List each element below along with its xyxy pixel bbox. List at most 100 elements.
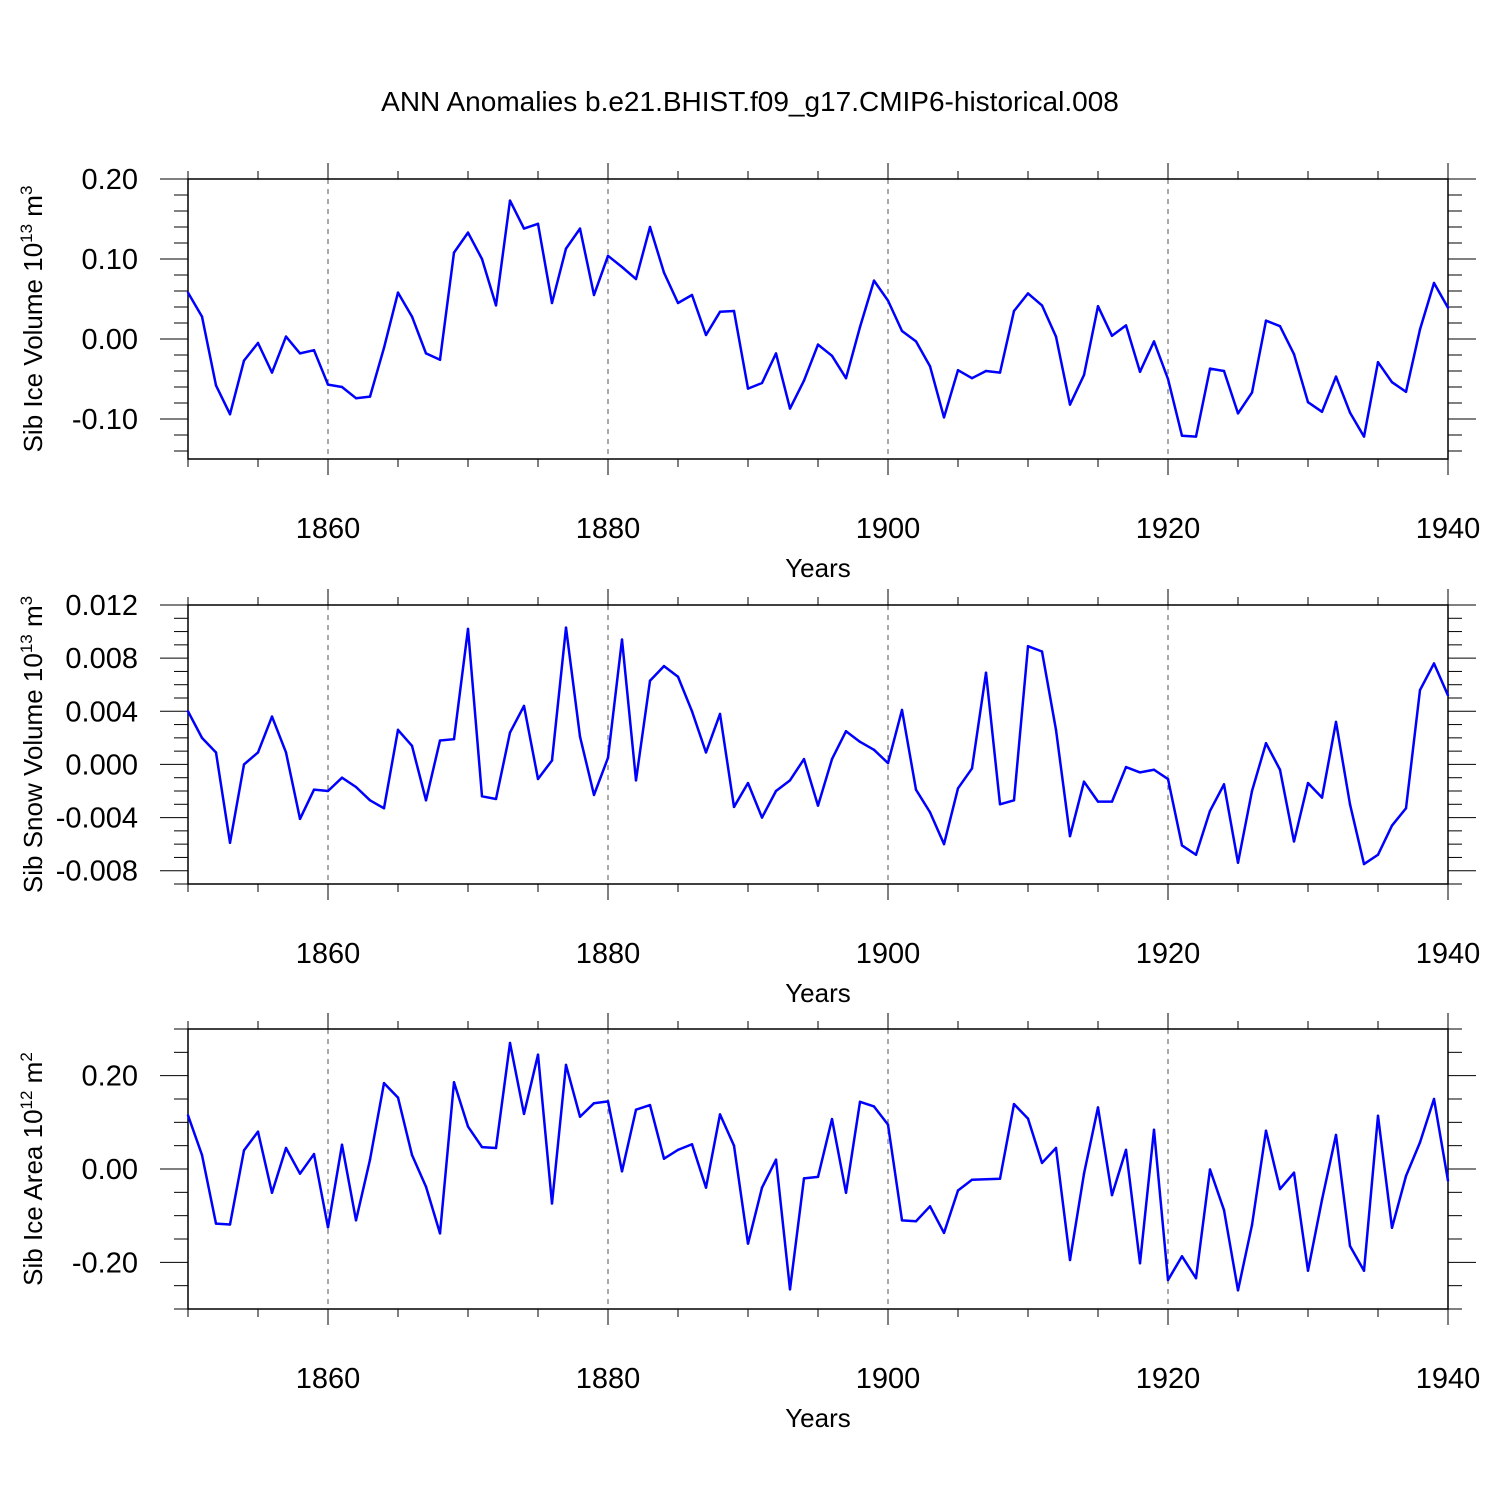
snow-volume-point-1911 [1040,650,1044,653]
ice-volume-point-1897 [844,377,848,380]
snow-volume-point-1860 [326,789,330,793]
snow-volume-point-1933 [1348,803,1352,806]
ice-volume-point-1929 [1292,353,1296,356]
snow-volume-point-1890 [746,781,750,785]
snow-volume-point-1901 [900,708,904,712]
ice-area-plot-frame [187,1028,1449,1310]
ice-area-point-1886 [690,1143,694,1146]
ytick-label--0.004: -0.004 [56,803,138,835]
snow-volume-point-1917 [1124,765,1128,769]
ice-area-point-1932 [1334,1133,1338,1137]
ice-area-point-1851 [200,1153,204,1157]
ice-area-point-1920 [1166,1278,1170,1282]
xtick-label-1920: 1920 [1136,938,1201,970]
snow-volume-point-1913 [1068,834,1072,838]
ice-area-point-1871 [480,1145,484,1149]
snow-volume-point-1899 [872,748,876,752]
snow-volume-point-1883 [648,679,652,682]
ice-area-point-1872 [494,1146,498,1150]
ice-area-point-1896 [830,1117,834,1121]
ice-volume-point-1891 [760,381,764,385]
ice-volume-point-1913 [1068,403,1072,406]
ice-area-point-1918 [1138,1262,1142,1265]
ytick-label-0.00: 0.00 [82,1154,138,1186]
ice-area-point-1878 [578,1115,582,1118]
snow-volume-series-line [186,626,1450,866]
ice-volume-point-1867 [424,352,428,355]
ice-volume-point-1859 [312,349,316,352]
snow-volume-point-1881 [620,638,624,641]
ice-volume-point-1882 [634,277,638,281]
ice-area-point-1855 [256,1130,260,1133]
ice-volume-point-1940 [1446,306,1450,309]
snow-volume-point-1920 [1166,777,1170,781]
snow-volume-point-1887 [704,751,708,754]
ice-area-point-1863 [368,1158,372,1161]
ice-volume-point-1898 [858,325,862,329]
ytick-label--0.10: -0.10 [72,404,138,436]
ice-volume-point-1933 [1348,411,1352,414]
snow-volume-point-1939 [1432,662,1436,665]
ice-volume-point-1875 [536,222,540,225]
ytick-label-0.004: 0.004 [65,696,138,728]
ytick-label-0.00: 0.00 [82,324,138,356]
ice-volume-point-1938 [1418,328,1422,331]
ice-volume-point-1937 [1404,390,1408,393]
ice-volume-plot-frame [187,178,1449,460]
ice-volume-point-1853 [228,413,232,416]
snow-volume-point-1926 [1250,789,1254,793]
ice-area-point-1850 [186,1114,190,1117]
xtick-label-1880: 1880 [576,1363,641,1395]
ice-volume-point-1905 [956,369,960,372]
ice-volume-point-1926 [1250,391,1254,394]
snow-volume-point-1930 [1306,781,1310,785]
snow-volume-point-1907 [984,671,988,674]
snow-volume-point-1938 [1418,688,1422,692]
ice-volume-point-1902 [914,340,918,343]
ice-area-point-1919 [1152,1128,1156,1132]
snow-volume-point-1851 [200,736,204,740]
snow-volume-point-1850 [186,710,190,713]
ice-area-point-1903 [928,1205,932,1208]
ice-volume-point-1880 [606,254,610,257]
ice-volume-point-1866 [410,315,414,318]
ice-area-point-1870 [466,1125,470,1128]
ice-volume-point-1879 [592,293,596,297]
ice-volume-point-1889 [732,309,736,313]
ice-volume-point-1865 [396,291,400,294]
snow-volume-point-1855 [256,751,260,754]
ice-area-point-1907 [984,1178,988,1181]
snow-volume-point-1931 [1320,796,1324,799]
ice-area-series-line [186,1041,1450,1292]
ice-area-point-1861 [340,1143,344,1146]
ice-volume-point-1923 [1208,367,1212,370]
snow-volume-point-1906 [970,767,974,770]
panel-ice-area: 1860 1880 1900 1920 1940 Years -0.20 0.00 0.20 Si… [17,1013,1480,1433]
ice-area-point-1938 [1418,1141,1422,1144]
ice-area-point-1860 [326,1226,330,1229]
ice-volume-point-1868 [438,358,442,361]
ice-volume-point-1893 [788,407,792,410]
snow-volume-point-1896 [830,757,834,761]
ice-area-point-1858 [298,1172,302,1175]
ice-area-ylabel-sup: 12 [17,1091,36,1110]
ice-area-point-1917 [1124,1148,1128,1152]
ice-volume-point-1917 [1124,324,1128,327]
xtick-label-1900: 1900 [856,513,921,545]
snow-volume-point-1902 [914,788,918,791]
ice-volume-point-1872 [494,304,498,307]
ice-area-point-1857 [284,1146,288,1150]
ice-volume-point-1908 [998,371,1002,374]
ice-volume-point-1850 [186,291,190,294]
ice-area-point-1914 [1082,1172,1086,1175]
ice-area-point-1883 [648,1103,652,1107]
ytick-label-0.012: 0.012 [65,590,138,622]
ice-volume-point-1873 [508,199,512,202]
ice-area-point-1890 [746,1242,750,1245]
snow-volume-point-1866 [410,744,414,748]
ice-area-point-1937 [1404,1174,1408,1178]
ice-volume-point-1890 [746,387,750,390]
ice-area-point-1936 [1390,1226,1394,1230]
snow-volume-point-1872 [494,797,498,801]
ice-volume-point-1885 [676,301,680,305]
